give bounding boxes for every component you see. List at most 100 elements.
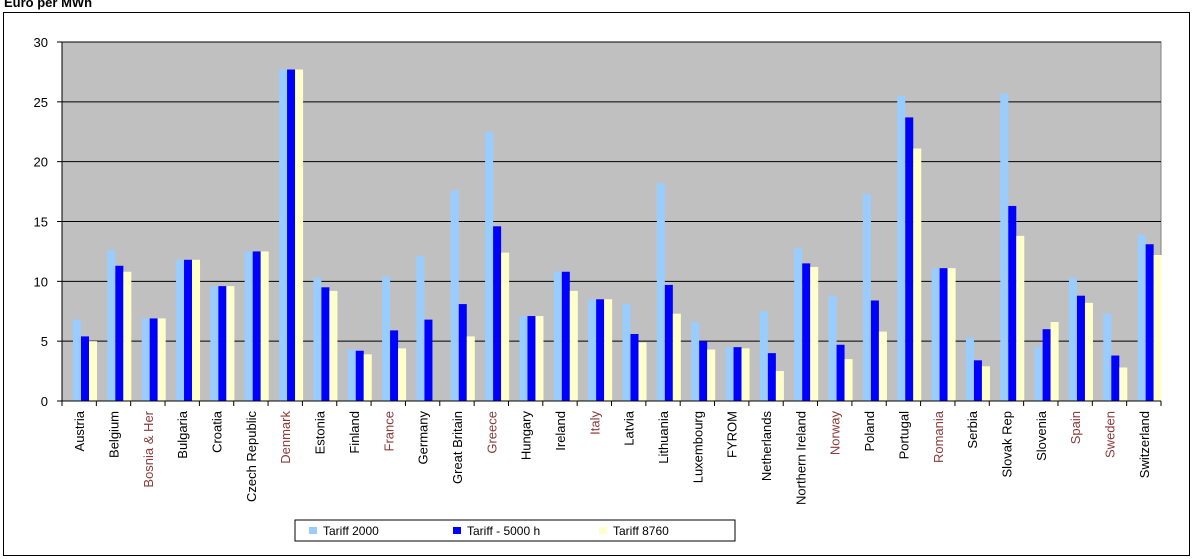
bar <box>149 318 158 401</box>
bar <box>931 268 940 401</box>
bar <box>226 286 235 401</box>
bar <box>527 316 536 401</box>
bar <box>596 299 605 401</box>
bar <box>638 342 647 401</box>
bar <box>836 344 845 401</box>
x-tick-label: Northern Ireland <box>793 411 808 505</box>
x-tick-label: Luxembourg <box>690 411 705 483</box>
x-tick-label: FYROM <box>725 411 740 458</box>
bar <box>184 259 193 401</box>
x-tick-label: Denmark <box>278 411 293 464</box>
bar <box>1145 244 1154 401</box>
bar <box>802 263 811 401</box>
bar <box>329 290 338 401</box>
bar <box>569 290 578 401</box>
bar <box>699 341 708 401</box>
bar <box>493 226 502 401</box>
bar <box>1000 93 1009 401</box>
bar <box>321 287 330 401</box>
bar <box>519 316 528 401</box>
x-tick-label: Belgium <box>107 411 122 458</box>
bar <box>1103 313 1112 401</box>
bar <box>123 271 132 401</box>
bar-series <box>73 69 1162 402</box>
bar <box>656 183 665 401</box>
bar <box>775 371 784 401</box>
bar <box>897 95 906 401</box>
bar <box>192 259 201 401</box>
x-tick-label: Sweden <box>1102 411 1117 458</box>
x-tick-label: Norway <box>828 411 843 456</box>
y-tick-label: 20 <box>34 155 48 170</box>
bar <box>759 311 768 401</box>
bar <box>553 271 562 401</box>
legend-swatch <box>309 527 317 534</box>
y-tick-label: 15 <box>34 215 48 230</box>
bar <box>725 347 734 401</box>
x-tick-label: Poland <box>862 411 877 451</box>
y-tick-label: 0 <box>41 394 48 409</box>
x-tick-label: Portugal <box>896 411 911 460</box>
x-tick-label: Germany <box>416 411 431 465</box>
bar <box>878 331 887 401</box>
legend: Tariff 2000 Tariff - 5000 h Tariff 8760 <box>294 519 736 542</box>
bar <box>947 268 956 401</box>
x-tick-label: Ireland <box>553 411 568 451</box>
bar <box>844 359 853 401</box>
x-tick-label: Lithuania <box>656 410 671 464</box>
x-tick-label: Croatia <box>210 410 225 453</box>
bar <box>252 251 261 401</box>
bar <box>107 250 116 401</box>
legend-swatch <box>453 527 461 534</box>
bar <box>741 348 750 401</box>
y-tick-label: 10 <box>34 274 48 289</box>
bar <box>1008 205 1017 401</box>
x-tick-label: Romania <box>931 410 946 463</box>
bar <box>1034 347 1043 401</box>
bar <box>115 265 124 401</box>
bar <box>810 266 819 401</box>
bar <box>458 304 467 401</box>
x-tick-label: Netherlands <box>759 411 774 482</box>
y-tick-label: 25 <box>34 95 48 110</box>
bar <box>870 300 879 401</box>
bar <box>363 354 372 401</box>
x-axis-category-labels: Austria Belgium Bosnia & Her Bulgaria Croati… <box>72 410 1152 505</box>
bar <box>1016 235 1025 401</box>
bar <box>630 333 639 401</box>
bar <box>981 366 990 401</box>
legend-label: Tariff 8760 <box>613 524 669 538</box>
x-tick-label: Latvia <box>622 410 637 445</box>
bar <box>1084 302 1093 401</box>
bar <box>424 319 433 401</box>
x-tick-label: Spain <box>1068 411 1083 444</box>
bar <box>1076 295 1085 401</box>
y-axis-ticks: 0 5 10 15 20 25 30 <box>34 35 62 409</box>
y-axis-unit-label: Euro per MWh <box>4 0 93 10</box>
bar <box>416 256 425 401</box>
legend-label: Tariff 2000 <box>323 524 379 538</box>
bar <box>81 336 89 401</box>
bar <box>244 251 253 401</box>
legend-box <box>294 519 736 542</box>
bar <box>1137 234 1146 401</box>
bar <box>1042 329 1051 401</box>
x-tick-label: Hungary <box>519 411 534 461</box>
bar <box>382 276 391 401</box>
bar <box>622 304 631 401</box>
y-tick-label: 5 <box>41 334 48 349</box>
x-tick-label: Greece <box>484 411 499 454</box>
bar <box>73 319 81 401</box>
bar <box>794 247 803 401</box>
bar <box>664 284 673 401</box>
bar <box>535 316 544 401</box>
bar <box>604 299 613 401</box>
bar <box>501 252 510 401</box>
bar <box>141 318 150 401</box>
bar <box>355 350 364 401</box>
x-tick-label: Switzerland <box>1137 411 1152 478</box>
x-tick-label: Austria <box>72 410 87 451</box>
bar <box>767 353 776 401</box>
x-tick-label: Finland <box>347 411 362 454</box>
x-tick-label: Czech Republic <box>244 411 259 503</box>
